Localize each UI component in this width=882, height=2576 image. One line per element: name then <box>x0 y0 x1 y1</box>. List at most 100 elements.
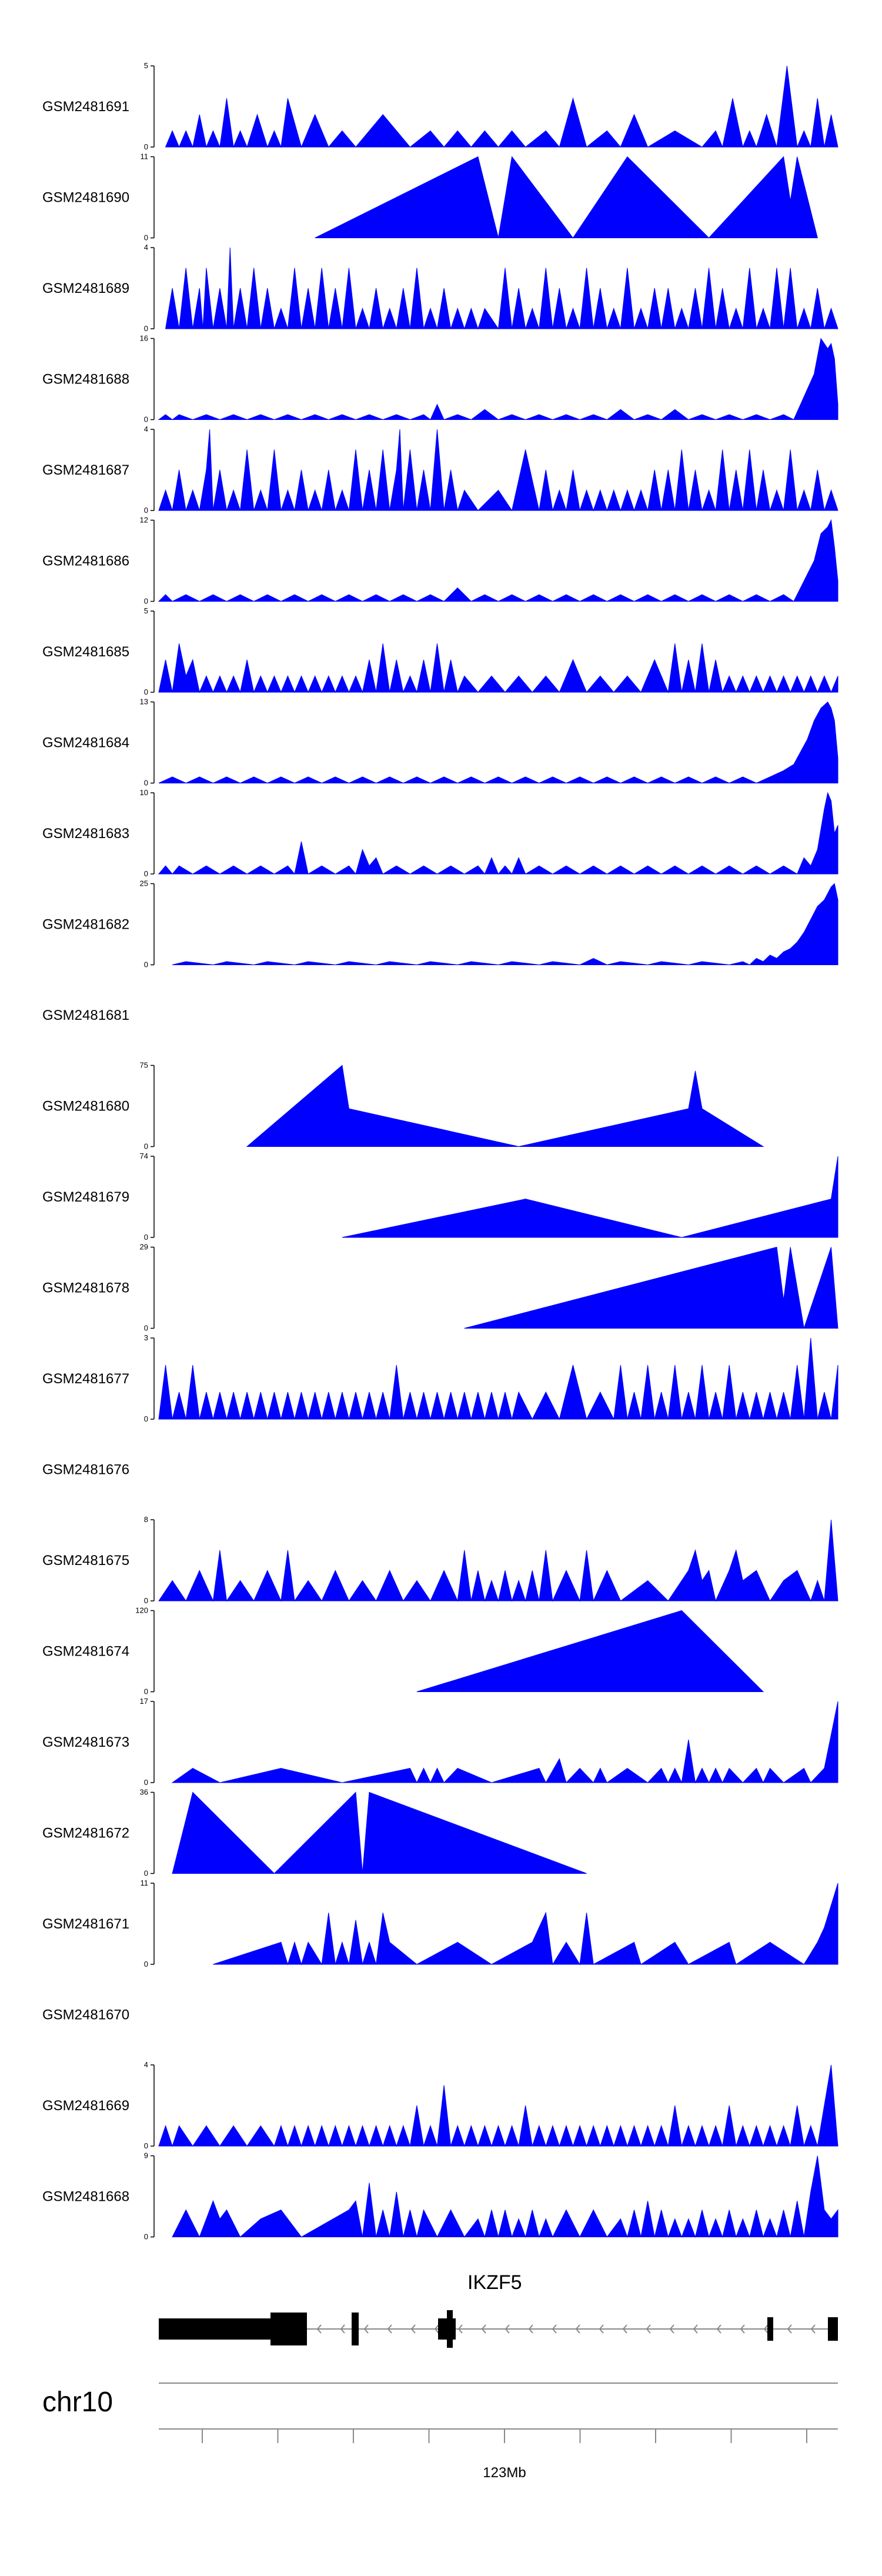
track-label: GSM2481675 <box>42 1553 129 1569</box>
track-GSM2481690: GSM2481690 11 0 <box>42 152 818 242</box>
track-label: GSM2481686 <box>42 553 129 569</box>
y-axis-min-label: 0 <box>144 1960 148 1968</box>
y-axis-min-label: 0 <box>144 142 148 151</box>
track-label: GSM2481679 <box>42 1189 129 1205</box>
strand-arrow <box>716 2324 721 2334</box>
strand-arrow <box>434 2324 439 2334</box>
gene-exon-block <box>270 2313 307 2345</box>
y-axis-min-label: 0 <box>144 324 148 333</box>
strand-arrow <box>505 2324 510 2334</box>
y-axis-max-label: 8 <box>144 1515 148 1524</box>
track-label: GSM2481673 <box>42 1734 129 1750</box>
coverage-area <box>213 1883 838 1966</box>
strand-arrow <box>787 2324 792 2334</box>
track-label: GSM2481680 <box>42 1099 129 1115</box>
y-axis-max-label: 4 <box>144 425 148 433</box>
gene-exon-block <box>828 2317 838 2341</box>
strand-arrow <box>457 2324 463 2334</box>
strand-arrow <box>763 2324 769 2334</box>
strand-arrow <box>410 2324 416 2334</box>
track-label: GSM2481676 <box>42 1462 129 1478</box>
coverage-area <box>172 2155 838 2238</box>
track-GSM2481689: GSM2481689 4 0 <box>42 243 838 333</box>
y-axis-max-label: 11 <box>141 1878 149 1887</box>
track-GSM2481675: GSM2481675 8 0 <box>42 1515 838 1605</box>
strand-arrow <box>387 2324 392 2334</box>
coverage-area <box>158 643 838 693</box>
track-GSM2481679: GSM2481679 74 0 <box>42 1152 838 1242</box>
track-label: GSM2481689 <box>42 281 129 296</box>
axis-ticks <box>202 2429 807 2443</box>
coverage-area <box>158 519 838 602</box>
strand-arrow <box>622 2324 627 2334</box>
genome-axis: chr10 123Mb <box>42 2383 838 2481</box>
strand-arrow <box>646 2324 651 2334</box>
y-axis-min-label: 0 <box>144 597 148 606</box>
track-GSM2481681: GSM2481681 <box>42 1007 129 1023</box>
track-GSM2481680: GSM2481680 75 0 <box>42 1061 764 1151</box>
coverage-area <box>246 1065 764 1147</box>
y-axis-min-label: 0 <box>144 688 148 696</box>
coverage-area <box>342 1156 838 1238</box>
y-axis-min-label: 0 <box>144 960 148 969</box>
coverage-area <box>165 247 838 330</box>
coverage-area <box>464 1246 838 1329</box>
chromosome-label: chr10 <box>42 2387 113 2418</box>
gene-label: IKZF5 <box>467 2271 522 2294</box>
gene-strand-arrows <box>316 2324 816 2334</box>
track-label: GSM2481684 <box>42 735 129 751</box>
strand-arrow <box>528 2324 533 2334</box>
track-GSM2481688: GSM2481688 16 0 <box>42 334 838 424</box>
gene-exon-block <box>447 2310 453 2348</box>
track-label: GSM2481672 <box>42 1826 129 1841</box>
y-axis-min-label: 0 <box>144 1142 148 1151</box>
coverage-area <box>165 65 838 148</box>
y-axis-max-label: 5 <box>144 61 148 70</box>
track-label: GSM2481685 <box>42 644 129 660</box>
strand-arrow <box>575 2324 580 2334</box>
track-GSM2481676: GSM2481676 <box>42 1462 129 1478</box>
track-GSM2481668: GSM2481668 9 0 <box>42 2151 838 2241</box>
track-label: GSM2481674 <box>42 1644 129 1660</box>
coverage-area <box>315 156 818 239</box>
y-axis-max-label: 9 <box>144 2151 148 2160</box>
coverage-area <box>158 2064 838 2147</box>
track-GSM2481677: GSM2481677 3 0 <box>42 1333 838 1423</box>
track-label: GSM2481682 <box>42 917 129 933</box>
track-label: GSM2481688 <box>42 372 129 388</box>
gene-model: IKZF5 <box>159 2271 838 2348</box>
y-axis-min-label: 0 <box>144 1233 148 1242</box>
track-GSM2481674: GSM2481674 120 0 <box>42 1606 764 1696</box>
y-axis-max-label: 17 <box>140 1697 148 1706</box>
track-GSM2481669: GSM2481669 4 0 <box>42 2060 838 2150</box>
y-axis-min-label: 0 <box>144 779 148 788</box>
coverage-area <box>158 429 838 512</box>
coverage-area <box>172 883 838 966</box>
track-GSM2481673: GSM2481673 17 0 <box>42 1697 838 1787</box>
strand-arrow <box>340 2324 345 2334</box>
y-axis-min-label: 0 <box>144 1778 148 1787</box>
track-label: GSM2481683 <box>42 826 129 842</box>
strand-arrow <box>316 2324 322 2334</box>
y-axis-max-label: 29 <box>140 1243 148 1252</box>
y-axis-max-label: 75 <box>140 1061 148 1070</box>
y-axis-max-label: 3 <box>144 1333 148 1342</box>
y-axis-max-label: 4 <box>144 2060 148 2069</box>
track-label: GSM2481668 <box>42 2189 129 2205</box>
track-label: GSM2481670 <box>42 2007 129 2023</box>
strand-arrow <box>481 2324 486 2334</box>
track-label: GSM2481687 <box>42 462 129 478</box>
track-GSM2481691: GSM2481691 5 0 <box>42 61 838 151</box>
strand-arrow <box>669 2324 674 2334</box>
y-axis-min-label: 0 <box>144 415 148 424</box>
track-GSM2481685: GSM2481685 5 0 <box>42 606 838 696</box>
y-axis-min-label: 0 <box>144 2141 148 2150</box>
gene-exon-block <box>767 2317 773 2341</box>
y-axis-max-label: 74 <box>140 1152 148 1160</box>
track-GSM2481687: GSM2481687 4 0 <box>42 425 838 515</box>
track-label: GSM2481671 <box>42 1916 129 1932</box>
y-axis-max-label: 13 <box>140 698 148 706</box>
y-axis-max-label: 12 <box>140 516 148 525</box>
coverage-area <box>158 1519 838 1602</box>
